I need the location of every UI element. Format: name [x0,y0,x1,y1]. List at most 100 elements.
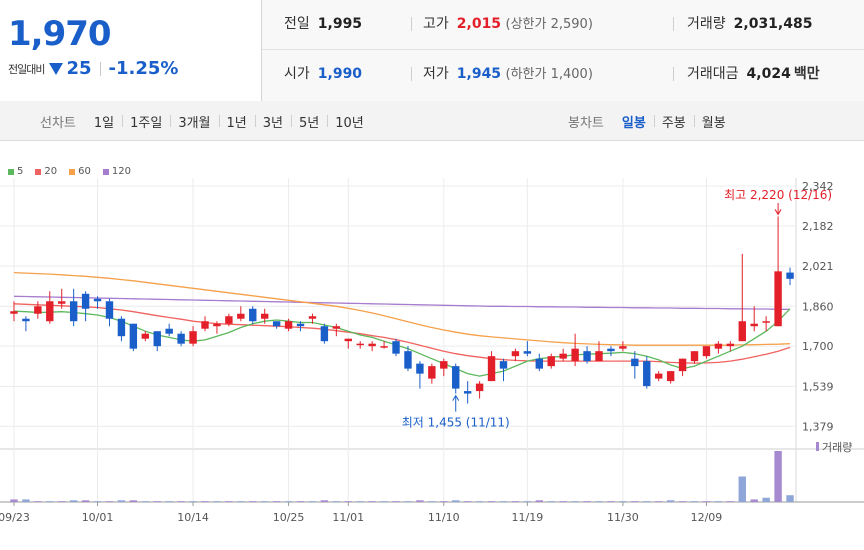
stock-chart[interactable]: 2,342 2,182 2,021 1,860 1,700 1,539 1,379 09/23… [0,178,864,550]
volume-bar [141,501,150,502]
candle-body [631,358,639,367]
volume-bar [34,501,42,502]
tab-5y[interactable]: 5년 [291,112,327,131]
volume-bar [237,501,245,502]
volume-bar [571,501,579,502]
prev-close: 전일 1,995 [284,13,362,33]
divider [99,61,101,76]
candle-body [189,331,197,344]
volume-bar [344,501,352,502]
candle-body [260,313,269,319]
volume: 거래량 2,031,485 [687,13,812,33]
volume-bar [535,500,544,502]
tab-1w[interactable]: 1주일 [122,112,170,131]
tab-3m[interactable]: 3개월 [170,112,218,131]
volume-bar [607,501,615,502]
candle-body [165,328,173,334]
price-box: 1,970 전일대비 25 -1.25% [0,0,262,101]
tab-monthly[interactable]: 월봉 [693,112,734,131]
y-tick-label: 2,342 [802,180,834,193]
volume-bar [46,501,54,502]
volume-bar [762,497,770,502]
candle-body [416,363,424,374]
y-tick-label: 2,182 [802,220,834,233]
volume-bar [10,499,18,502]
quote-header: 1,970 전일대비 25 -1.25% 전일 1,995 고가 2,015 (상한… [0,0,864,101]
amount-value: 4,024 [746,66,791,82]
candle-body [583,351,591,362]
volume-bar [690,501,699,502]
candle-body [738,321,746,342]
volume-bar [272,501,281,502]
volume-bar [428,501,436,502]
tab-1y[interactable]: 1년 [218,112,255,131]
candle-body [654,373,663,379]
volume-bar [225,501,233,502]
candle-body [46,301,54,322]
prev-label: 전일 [284,16,310,32]
change-label: 전일대비 [8,62,45,76]
candle-body [607,348,615,352]
volume-bar [714,501,723,502]
candle-body [666,371,675,382]
tab-weekly[interactable]: 주봉 [653,112,694,131]
volume-bar [666,500,675,502]
x-tick-label: 11/10 [428,511,460,524]
candle-body [452,366,460,389]
volume-bar [332,501,341,502]
change-row: 전일대비 25 -1.25% [8,58,178,79]
ma60-line [13,271,791,346]
info-row-2: 시가 1,990 저가 1,945 (하한가 1,400) 거래대금 4,024 백만 [262,50,864,100]
volume-bar [177,501,185,502]
high-price: 고가 2,015 (상한가 2,590) [423,13,593,33]
x-tick-label: 11/01 [332,511,364,524]
candle-body [475,383,484,392]
tab-1d[interactable]: 1일 [93,115,115,131]
candle-body [284,321,293,329]
change-amount: 25 [66,58,92,79]
x-tick-label: 10/14 [177,511,209,524]
candle-body [10,311,18,314]
low-value: 1,945 [456,66,502,82]
candle-body [535,358,544,369]
candle-body [272,321,281,327]
candle-body [22,318,30,322]
ma120-line [13,295,790,310]
volume-bar [260,501,269,502]
volume-legend-label: 거래량 [822,441,852,454]
volume-bar [320,500,329,502]
candle-body [750,323,758,327]
divider [673,67,674,81]
candle-body [523,351,532,354]
candle-body [726,343,735,347]
candle-body [428,366,436,379]
high-annotation: 최고 2,220 (12/16) [724,188,832,202]
upper-limit: (상한가 2,590) [505,17,593,32]
quote-info: 전일 1,995 고가 2,015 (상한가 2,590) 거래량 2,031,485… [262,0,864,101]
candle-body [105,301,114,319]
candle-body [786,272,794,279]
volume-bar [726,501,735,502]
tab-3y[interactable]: 3년 [254,112,291,131]
candle-chart-title: 봉차트 [568,115,604,131]
open-value: 1,990 [317,66,363,82]
volume-bar [380,501,388,502]
volume-bar [69,500,78,502]
candle-body [117,318,126,337]
ma-legend: 5 20 60 120 [8,166,131,177]
tab-10y[interactable]: 10년 [327,112,372,131]
candle-body [249,308,257,322]
amount-unit: 백만 [793,66,820,82]
volume-bar [22,499,30,502]
y-tick-label: 1,539 [802,380,834,393]
change-percent: -1.25% [108,58,179,79]
candle-body [58,301,66,304]
candle-body [762,321,770,323]
tab-daily[interactable]: 일봉 [621,115,646,131]
candle-body [344,338,352,342]
volume-bar [392,501,400,502]
legend-ma60: 60 [69,166,91,177]
line-chart-title: 선차트 [40,115,76,131]
candle-body [296,323,305,327]
low-annotation: 최저 1,455 (11/11) [402,416,510,430]
